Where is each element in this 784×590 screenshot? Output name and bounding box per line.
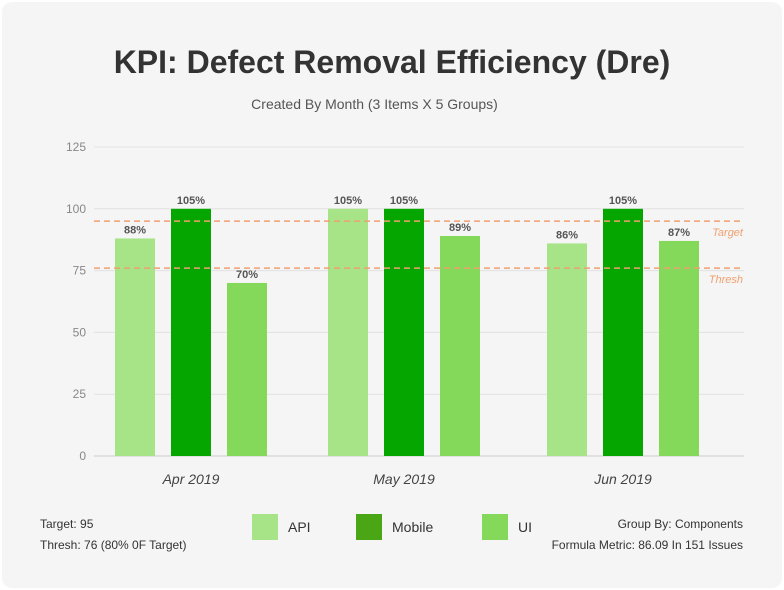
legend-swatch-api: [252, 514, 278, 540]
y-tick-label: 75: [73, 264, 87, 278]
footer-right: Group By: Components Formula Metric: 86.…: [552, 514, 743, 556]
y-tick-label: 125: [66, 140, 86, 154]
x-category-label: May 2019: [373, 471, 435, 487]
y-tick-label: 0: [79, 449, 86, 463]
y-tick-label: 100: [66, 202, 86, 216]
legend-label-ui: UI: [518, 519, 532, 535]
reference-label-target: Target: [712, 227, 744, 239]
target-info: Target: 95: [40, 517, 94, 531]
formula-info: Formula Metric: 86.09 In 151 Issues: [551, 538, 743, 552]
data-label: 105%: [177, 195, 205, 207]
legend-swatch-mobile: [356, 514, 382, 540]
y-tick-label: 25: [73, 387, 87, 401]
bar-api-apr-2019: [115, 238, 155, 456]
data-label: 105%: [609, 195, 637, 207]
data-label: 105%: [334, 195, 362, 207]
legend-label-mobile: Mobile: [392, 519, 434, 535]
y-tick-label: 50: [73, 325, 87, 339]
bar-api-jun-2019: [547, 243, 587, 456]
bar-mobile-apr-2019: [171, 208, 211, 456]
legend-item-ui[interactable]: UI: [482, 514, 532, 540]
group-by-info: Group By: Components: [617, 517, 743, 531]
bar-ui-jun-2019: [659, 240, 699, 456]
reference-label-thresh: Thresh: [709, 274, 743, 286]
data-label: 87%: [668, 227, 690, 239]
chart-title: KPI: Defect Removal Efficiency (Dre): [113, 44, 671, 80]
chart-subtitle: Created By Month (3 Items X 5 Groups): [251, 96, 498, 112]
data-label: 89%: [449, 222, 471, 234]
x-category-label: Jun 2019: [593, 471, 652, 487]
footer-left: Target: 95 Thresh: 76 (80% 0F Target): [40, 514, 187, 556]
bar-ui-may-2019: [440, 235, 480, 456]
legend-item-api[interactable]: API: [252, 514, 311, 540]
bar-ui-apr-2019: [227, 282, 267, 456]
bar-api-may-2019: [328, 208, 368, 456]
legend-label-api: API: [288, 519, 311, 535]
x-category-label: Apr 2019: [162, 471, 220, 487]
data-label: 105%: [390, 195, 418, 207]
legend-swatch-ui: [482, 514, 508, 540]
data-label: 70%: [236, 269, 258, 281]
data-label: 86%: [556, 229, 578, 241]
data-label: 88%: [124, 224, 146, 236]
legend-item-mobile[interactable]: Mobile: [356, 514, 433, 540]
threshold-info: Thresh: 76 (80% 0F Target): [40, 538, 187, 552]
bar-mobile-may-2019: [384, 208, 424, 456]
bar-mobile-jun-2019: [603, 208, 643, 456]
